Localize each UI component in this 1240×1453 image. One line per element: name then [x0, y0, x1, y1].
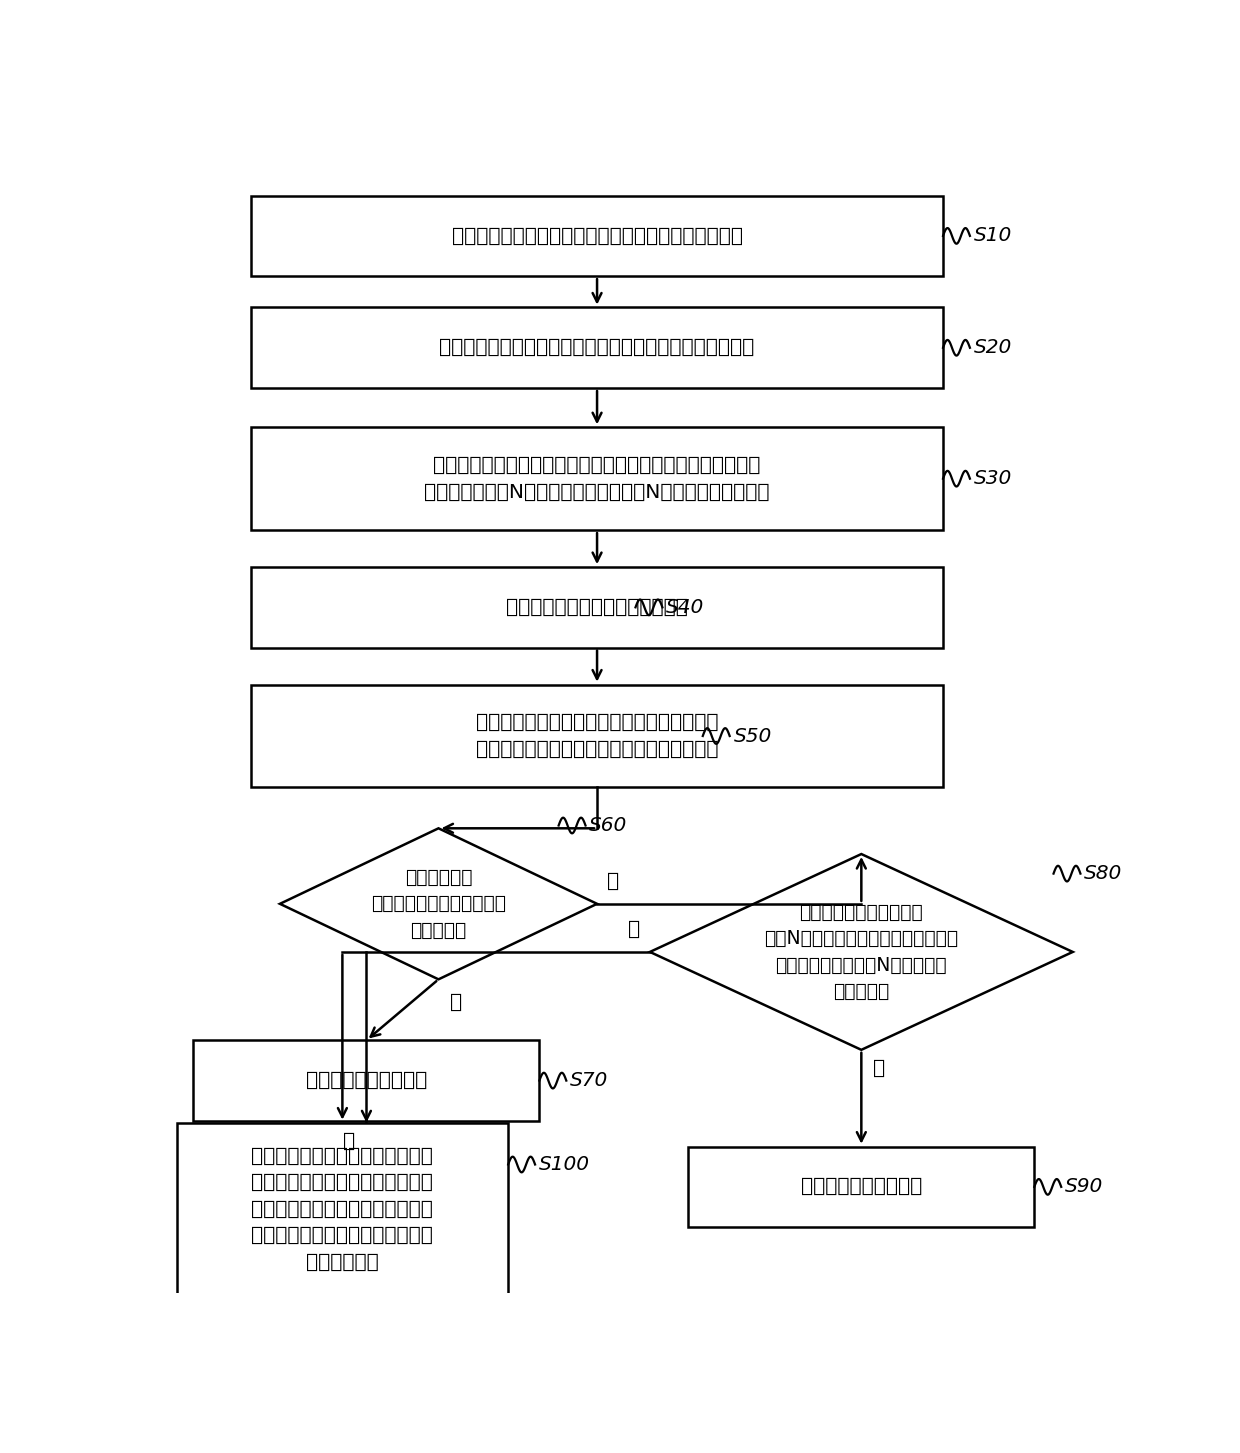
Text: S10: S10 [973, 227, 1012, 246]
Text: 是: 是 [629, 920, 640, 939]
FancyBboxPatch shape [688, 1146, 1034, 1228]
Text: 否: 否 [873, 1059, 885, 1078]
Text: 根据定位车辆离开第一围网区时的时间信息和合规速度区间，
推算定位车辆在N个预设时间点上对应的N个预测行驶位置区间: 根据定位车辆离开第一围网区时的时间信息和合规速度区间， 推算定位车辆在N个预设时… [424, 456, 770, 501]
Text: S50: S50 [734, 726, 771, 745]
Text: S70: S70 [570, 1071, 609, 1090]
Text: S30: S30 [973, 469, 1012, 488]
Text: 定位车辆到达第二围网区时向第二
围网区的关卡发送闸门自动开启的
闸门开启信号和向定位车辆上集装
箱的电子关锁发送自动开启的电子
关锁开启信号: 定位车辆到达第二围网区时向第二 围网区的关卡发送闸门自动开启的 闸门开启信号和向… [252, 1146, 433, 1271]
Text: S80: S80 [1084, 865, 1122, 883]
Polygon shape [650, 854, 1073, 1051]
FancyBboxPatch shape [250, 196, 944, 276]
Text: 在第一围网区和第二围网区之间规划安全行驶线路区域: 在第一围网区和第二围网区之间规划安全行驶线路区域 [451, 227, 743, 246]
Text: 是: 是 [342, 1132, 355, 1151]
Polygon shape [280, 828, 596, 979]
Text: S60: S60 [589, 817, 627, 835]
Text: S40: S40 [666, 597, 704, 618]
Text: 判断车辆运行
轨迹是否完全位于安全行驶
线路区域内: 判断车辆运行 轨迹是否完全位于安全行驶 线路区域内 [371, 867, 506, 940]
Text: S100: S100 [539, 1155, 590, 1174]
FancyBboxPatch shape [176, 1123, 508, 1296]
Text: 输出超出线路报警信号: 输出超出线路报警信号 [306, 1071, 427, 1090]
Text: S90: S90 [1065, 1177, 1104, 1196]
Text: 获取定位车辆所在的实时位置信息: 获取定位车辆所在的实时位置信息 [506, 597, 688, 618]
Text: 继续依次判断车辆运行轨
迹在N个预设时间点上的实时位置信息
是否全部都在对应的N个预测行驶
位置区间内: 继续依次判断车辆运行轨 迹在N个预设时间点上的实时位置信息 是否全部都在对应的N… [764, 902, 959, 1001]
FancyBboxPatch shape [250, 427, 944, 530]
FancyBboxPatch shape [250, 684, 944, 788]
Text: 获取定位车辆离开第一围网区时的初始位置信息和时间信息: 获取定位车辆离开第一围网区时的初始位置信息和时间信息 [439, 339, 755, 357]
Text: S20: S20 [973, 339, 1012, 357]
FancyBboxPatch shape [250, 567, 944, 648]
Text: 输出车速违规报警信号: 输出车速违规报警信号 [801, 1177, 923, 1196]
FancyBboxPatch shape [250, 308, 944, 388]
Text: 是: 是 [606, 872, 619, 891]
Text: 根据定位车辆离开第一围网区的初始位置信息
和定位车辆的实时位置信息绘制车辆运行轨迹: 根据定位车辆离开第一围网区的初始位置信息 和定位车辆的实时位置信息绘制车辆运行轨… [476, 713, 718, 758]
FancyBboxPatch shape [193, 1040, 539, 1120]
Text: 否: 否 [450, 992, 463, 1011]
